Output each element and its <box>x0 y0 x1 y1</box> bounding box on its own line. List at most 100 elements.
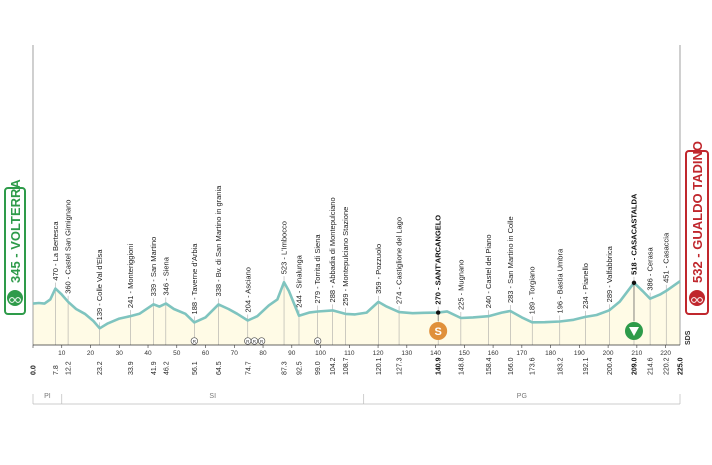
x-tick-label: 190 <box>574 350 585 357</box>
kom-triangle-icon <box>628 327 639 336</box>
waypoint-km-label: 12.2 <box>66 361 73 375</box>
x-tick-label: 10 <box>58 350 66 357</box>
waypoint-km-label: 209.0 <box>631 357 638 375</box>
x-tick-label: 220 <box>660 350 671 357</box>
x-tick-label: 50 <box>173 350 181 357</box>
waypoint-label: 139 - Colle Val d'Elsa <box>95 249 104 321</box>
waypoint-label: 289 - Valfabbrica <box>605 245 614 302</box>
finish-badge: 532 - GUALDO TADINO <box>685 141 709 315</box>
x-tick-label: 30 <box>116 350 124 357</box>
x-tick-label: 140 <box>430 350 441 357</box>
waypoint-km-label: 140.9 <box>436 357 443 375</box>
waypoint-label: 274 - Castiglione del Lago <box>395 217 404 304</box>
waypoint-label: 189 - Torgiano <box>528 267 537 315</box>
waypoint-label: 288 - Abbadia di Montepulciano <box>328 197 337 302</box>
waypoint-km-label: 87.3 <box>282 361 289 375</box>
x-tick-label: 80 <box>259 350 267 357</box>
waypoint-label: 188 - Taverne d'Arbia <box>190 243 199 315</box>
sprint-icon-label: S <box>434 326 441 338</box>
finish-km-label: 225.0 <box>678 357 685 375</box>
finish-cyclist-icon <box>689 290 705 306</box>
waypoint-km-label: 214.6 <box>648 357 655 375</box>
x-tick-label: 180 <box>545 350 556 357</box>
waypoint-label: 359 - Pozzuolo <box>374 244 383 294</box>
start-label: 345 - VOLTERRA <box>8 179 23 283</box>
region-label: PG <box>517 393 527 400</box>
waypoint-km-label: 127.3 <box>397 357 404 375</box>
waypoint-km-label: 108.7 <box>343 357 350 375</box>
waypoint-km-label: 200.4 <box>607 357 614 375</box>
feed-zone-icon <box>250 337 259 345</box>
waypoint-km-label: 99.0 <box>315 361 322 375</box>
waypoint-label: 240 - Castel del Piano <box>484 234 493 308</box>
waypoint-label: 523 - L'Imbocco <box>280 221 289 274</box>
x-tick-label: 130 <box>401 350 412 357</box>
feed-zone-label: R <box>316 339 320 344</box>
waypoint-km-label: 158.4 <box>486 357 493 375</box>
x-tick-label: 150 <box>459 350 470 357</box>
waypoint-km-label: 173.6 <box>530 357 537 375</box>
brand-logo: SDS <box>685 330 692 345</box>
waypoint-label: 270 - SANT'ARCANGELO <box>434 215 443 305</box>
x-tick-label: 60 <box>202 350 210 357</box>
waypoint-km-label: 104.2 <box>330 357 337 375</box>
x-tick-label: 210 <box>631 350 642 357</box>
x-tick-label: 20 <box>87 350 95 357</box>
waypoint-km-label: 92.5 <box>296 361 303 375</box>
x-tick-label: 170 <box>516 350 527 357</box>
sprint-dot <box>435 310 441 315</box>
waypoint-label: 339 - San Martino <box>149 237 158 297</box>
waypoint-km-label: 33.9 <box>128 361 135 375</box>
waypoint-label: 470 - La Bertesca <box>51 221 60 281</box>
finish-label: 532 - GUALDO TADINO <box>690 141 705 283</box>
x-tick-label: 200 <box>603 350 614 357</box>
feed-zone-label: R <box>260 339 264 344</box>
x-tick-label: 110 <box>344 350 355 357</box>
x-tick-label: 120 <box>373 350 384 357</box>
waypoint-label: 259 - Montepulciano Stazione <box>341 207 350 306</box>
waypoint-km-label: 166.0 <box>508 357 515 375</box>
x-tick-label: 40 <box>144 350 152 357</box>
waypoint-label: 225 - Mugnano <box>456 260 465 310</box>
kom-dot <box>631 280 637 286</box>
region-label: SI <box>209 393 216 400</box>
waypoint-label: 196 - Bastia Umbra <box>555 248 564 313</box>
x-tick-label: 70 <box>231 350 239 357</box>
start-badge: 345 - VOLTERRA <box>4 179 26 315</box>
waypoint-label: 234 - Pianello <box>581 263 590 309</box>
waypoint-label: 283 - San Martino in Colle <box>506 216 515 303</box>
start-cyclist-icon <box>7 290 23 306</box>
waypoint-km-label: 7.8 <box>53 365 60 375</box>
waypoint-label: 346 - Siena <box>161 256 170 295</box>
waypoint-km-label: 120.1 <box>376 357 383 375</box>
waypoint-label: 241 - Monteriggioni <box>126 244 135 309</box>
waypoint-km-label: 41.9 <box>151 361 158 375</box>
feed-zone-icon <box>314 337 322 345</box>
feed-zone-label: R <box>246 339 250 344</box>
waypoint-km-label: 192.1 <box>583 357 590 375</box>
waypoint-label: 204 - Asciano <box>243 267 252 312</box>
waypoint-label: 360 - Castel San Gimignano <box>64 200 73 294</box>
feed-zone-icon <box>190 337 198 345</box>
region-label: PI <box>44 393 51 400</box>
start-km-label: 0.0 <box>31 365 38 375</box>
waypoint-km-label: 56.1 <box>192 361 199 375</box>
waypoint-km-label: 220.2 <box>664 357 671 375</box>
x-tick-label: 160 <box>488 350 499 357</box>
waypoint-label: 338 - Bv. di San Martino in grania <box>214 185 223 297</box>
waypoint-label: 244 - Sinalunga <box>294 254 303 307</box>
profile-area <box>33 281 680 345</box>
x-tick-label: 100 <box>315 350 326 357</box>
feed-zone-label: R <box>253 339 257 344</box>
waypoint-label: 451 - Casaccia <box>662 232 671 283</box>
waypoint-km-label: 23.2 <box>97 361 104 375</box>
waypoint-km-label: 74.7 <box>245 361 252 375</box>
waypoint-label: 386 - Cerasa <box>646 246 655 290</box>
waypoint-km-label: 64.5 <box>216 361 223 375</box>
waypoint-km-label: 148.8 <box>458 357 465 375</box>
feed-zone-label: R <box>193 339 197 344</box>
feed-zone-icon <box>257 337 266 345</box>
profile-line <box>32 280 681 330</box>
waypoint-km-label: 183.2 <box>557 357 564 375</box>
